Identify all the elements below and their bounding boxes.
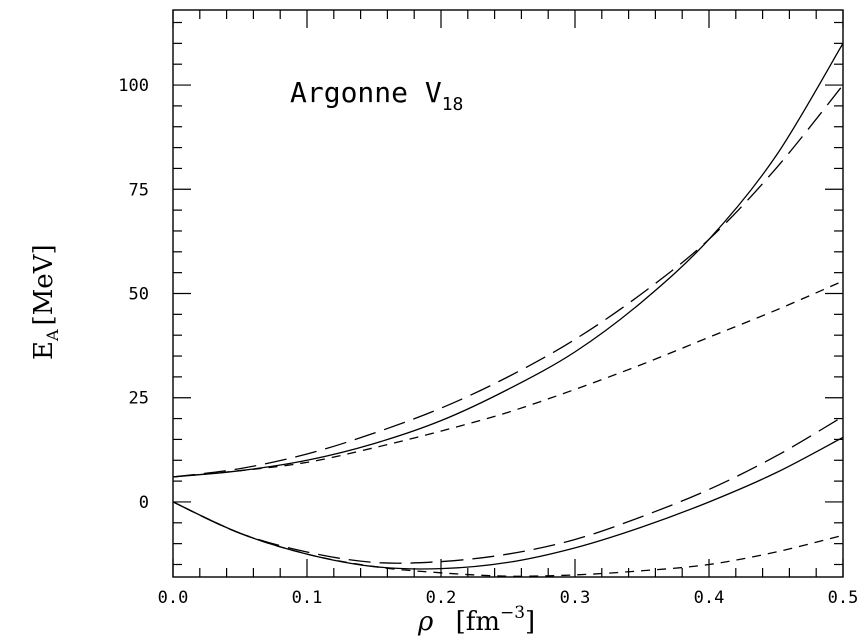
x-tick-label: 0.5	[828, 588, 859, 608]
series-line-2-long-dash	[173, 84, 843, 478]
y-axis-unit: [MeV]	[29, 244, 59, 325]
x-axis-unit-open: [fm	[456, 607, 500, 637]
series-line-5-long-dash	[173, 415, 843, 564]
x-tick-label: 0.1	[292, 588, 323, 608]
y-tick-label: 25	[129, 389, 149, 409]
y-tick-label: 50	[129, 285, 149, 305]
series-line-4-solid	[173, 436, 843, 570]
series-layer	[173, 43, 843, 577]
x-axis-unit-exponent: −3	[500, 603, 525, 623]
x-axis-symbol: ρ	[417, 607, 434, 637]
x-tick-label: 0.0	[158, 588, 189, 608]
annotation-subscript: 18	[442, 94, 464, 115]
x-tick-label: 0.4	[694, 588, 725, 608]
y-axis-main: E	[29, 341, 59, 360]
x-tick-label: 0.2	[426, 588, 457, 608]
series-line-6-short-dash	[173, 501, 843, 577]
y-axis-subscript: A	[43, 329, 62, 342]
plot-frame	[172, 9, 844, 578]
y-axis-label: EA [MeV]	[29, 244, 62, 360]
series-line-3-short-dash	[173, 280, 843, 478]
axis-ticks	[172, 10, 844, 577]
x-axis-unit-close: ]	[525, 607, 535, 637]
chart-annotation: Argonne V18	[290, 76, 463, 115]
annotation-main: Argonne V	[290, 76, 442, 109]
y-tick-label: 75	[129, 180, 149, 200]
x-tick-label: 0.3	[560, 588, 591, 608]
series-line-1-solid	[173, 43, 843, 478]
x-axis-label: ρ [fm−3]	[417, 603, 535, 637]
y-tick-label: 0	[139, 493, 149, 513]
tick-labels: 0.0 0.1 0.2 0.3 0.4 0.5 0 25 50 75 100	[118, 76, 858, 608]
y-tick-label: 100	[118, 76, 149, 96]
